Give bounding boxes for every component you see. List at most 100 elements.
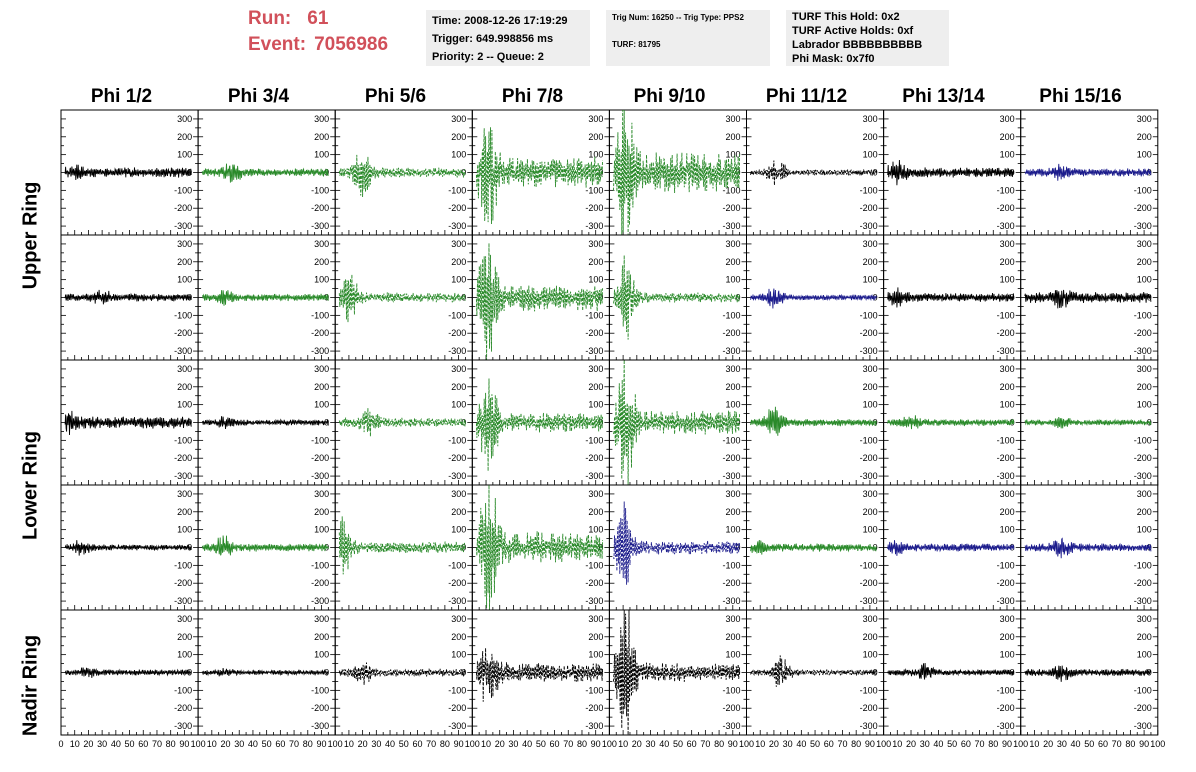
y-tick-label: 0 (873, 168, 878, 178)
waveform-trace (613, 609, 741, 736)
x-tick-label: 50 (673, 739, 683, 749)
y-tick-label: 100 (451, 650, 466, 660)
waveform-trace (201, 668, 329, 677)
y-tick-label: -100 (174, 310, 192, 320)
y-tick-label: -300 (860, 346, 878, 356)
waveform-trace (64, 667, 192, 678)
time-info-box: Time: 2008-12-26 17:19:29 Trigger: 649.9… (426, 10, 590, 66)
y-tick-label: -300 (997, 471, 1015, 481)
y-tick-label: -100 (1134, 185, 1152, 195)
y-tick-label: -100 (860, 185, 878, 195)
y-tick-label: 100 (1137, 400, 1152, 410)
y-tick-label: -300 (722, 471, 740, 481)
y-tick-label: 200 (1137, 382, 1152, 392)
y-tick-label: -300 (997, 221, 1015, 231)
y-tick-label: 300 (588, 489, 603, 499)
x-tick-label: 50 (810, 739, 820, 749)
x-tick-label: 30 (508, 739, 518, 749)
y-tick-label: -200 (585, 703, 603, 713)
column-header-phi-7-8: Phi 7/8 (501, 86, 564, 107)
y-tick-label: 200 (177, 507, 192, 517)
y-tick-label: 300 (314, 239, 329, 249)
y-tick-label: -300 (448, 471, 466, 481)
y-tick-label: -200 (311, 703, 329, 713)
y-tick-label: -300 (1134, 346, 1152, 356)
y-tick-label: -100 (860, 560, 878, 570)
y-tick-label: -100 (1134, 560, 1152, 570)
waveform-trace (750, 160, 877, 186)
x-tick-label: 10 (207, 739, 217, 749)
turf-text: TURF: 81795 (612, 40, 661, 49)
y-tick-label: -300 (997, 346, 1015, 356)
y-tick-label: 200 (451, 632, 466, 642)
y-tick-label: -100 (722, 685, 740, 695)
y-tick-label: -100 (448, 560, 466, 570)
y-tick-label: 100 (314, 275, 329, 285)
y-tick-label: -300 (1134, 721, 1152, 731)
y-tick-label: -300 (174, 221, 192, 231)
y-tick-label: 100 (1000, 150, 1015, 160)
column-header-phi-3-4: Phi 3/4 (227, 86, 290, 107)
y-tick-label: 300 (451, 114, 466, 124)
priority-text: Priority: 2 -- Queue: 2 (432, 51, 544, 63)
y-tick-label: 200 (863, 257, 878, 267)
waveform-trace (887, 287, 1015, 308)
x-tick-label: 20 (1043, 739, 1053, 749)
run-event-box: Run: 61 Event: 7056986 (248, 6, 420, 68)
y-tick-label: -100 (311, 185, 329, 195)
y-tick-label: 200 (451, 257, 466, 267)
y-tick-label: -100 (174, 560, 192, 570)
y-tick-label: 100 (314, 650, 329, 660)
x-tick-label: 30 (783, 739, 793, 749)
x-tick-label: 80 (166, 739, 176, 749)
waveform-trace (887, 540, 1015, 556)
y-tick-label: -200 (311, 203, 329, 213)
y-tick-label: 100 (588, 275, 603, 285)
x-tick-label: 60 (824, 739, 834, 749)
waveform-trace (338, 662, 466, 685)
y-tick-label: 200 (588, 132, 603, 142)
y-tick-label: 0 (461, 293, 466, 303)
y-tick-label: 200 (314, 132, 329, 142)
x-tick-label: 20 (495, 739, 505, 749)
waveform-trace (887, 159, 1015, 186)
y-tick-label: -300 (311, 221, 329, 231)
labrador-text: Labrador BBBBBBBBBB (792, 39, 923, 51)
waveform-trace (201, 535, 329, 556)
y-tick-label: 100 (451, 275, 466, 285)
waveform-trace (64, 410, 192, 436)
y-tick-label: 200 (1000, 132, 1015, 142)
y-tick-label: 200 (314, 632, 329, 642)
y-tick-label: -200 (722, 578, 740, 588)
y-tick-label: 100 (588, 525, 603, 535)
phi-mask-text: Phi Mask: 0x7f0 (792, 53, 875, 65)
y-tick-label: 200 (1000, 507, 1015, 517)
y-tick-label: -100 (860, 685, 878, 695)
x-tick-label: 60 (687, 739, 697, 749)
y-tick-label: 300 (1137, 489, 1152, 499)
y-tick-label: -200 (860, 703, 878, 713)
x-tick-label: 60 (961, 739, 971, 749)
y-tick-label: 100 (588, 150, 603, 160)
y-tick-label: -100 (311, 435, 329, 445)
y-tick-label: -100 (585, 185, 603, 195)
x-tick-label: 40 (933, 739, 943, 749)
x-tick-label: 100 (465, 739, 480, 749)
column-header-phi-11-12: Phi 11/12 (765, 86, 848, 107)
y-tick-label: 200 (177, 632, 192, 642)
x-tick-label: 100 (1013, 739, 1028, 749)
waveform-trace (613, 109, 741, 236)
y-tick-label: -100 (585, 435, 603, 445)
x-tick-label: 70 (1112, 739, 1122, 749)
y-tick-label: 200 (588, 257, 603, 267)
x-tick-label: 100 (739, 739, 754, 749)
x-tick-label: 90 (179, 739, 189, 749)
y-tick-label: 100 (451, 400, 466, 410)
x-tick-label: 100 (602, 739, 617, 749)
x-tick-label: 40 (522, 739, 532, 749)
y-tick-label: -200 (997, 328, 1015, 338)
x-tick-label: 80 (988, 739, 998, 749)
x-tick-label: 90 (728, 739, 738, 749)
y-tick-label: -300 (585, 471, 603, 481)
waveform-trace (202, 416, 329, 430)
